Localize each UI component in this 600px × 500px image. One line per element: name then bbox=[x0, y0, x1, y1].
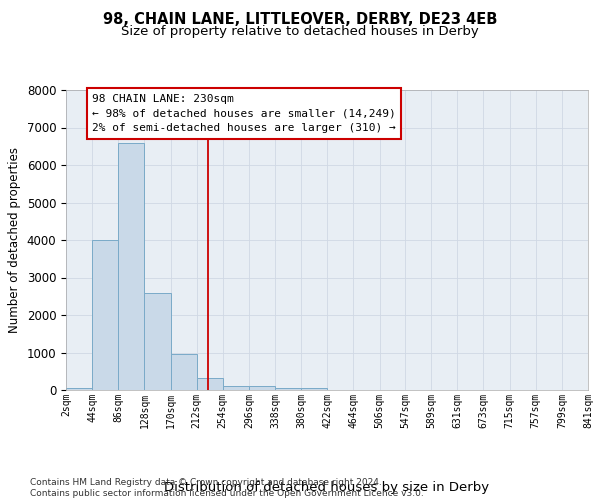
Bar bbox=[118, 142, 145, 390]
Bar bbox=[249, 386, 275, 390]
Text: Size of property relative to detached houses in Derby: Size of property relative to detached ho… bbox=[121, 25, 479, 38]
Bar bbox=[275, 388, 301, 390]
X-axis label: Distribution of detached houses by size in Derby: Distribution of detached houses by size … bbox=[164, 481, 490, 494]
Bar bbox=[223, 386, 249, 390]
Bar bbox=[145, 292, 170, 390]
Y-axis label: Number of detached properties: Number of detached properties bbox=[8, 147, 21, 333]
Text: 98, CHAIN LANE, LITTLEOVER, DERBY, DE23 4EB: 98, CHAIN LANE, LITTLEOVER, DERBY, DE23 … bbox=[103, 12, 497, 28]
Text: Contains HM Land Registry data © Crown copyright and database right 2024.
Contai: Contains HM Land Registry data © Crown c… bbox=[30, 478, 424, 498]
Bar bbox=[66, 388, 92, 390]
Bar bbox=[301, 388, 328, 390]
Bar bbox=[197, 378, 223, 390]
Bar bbox=[92, 240, 118, 390]
Text: 98 CHAIN LANE: 230sqm
← 98% of detached houses are smaller (14,249)
2% of semi-d: 98 CHAIN LANE: 230sqm ← 98% of detached … bbox=[92, 94, 396, 134]
Bar bbox=[170, 354, 197, 390]
